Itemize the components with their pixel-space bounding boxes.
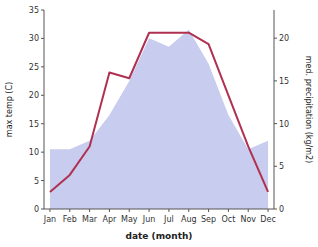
- y-tick: [41, 10, 44, 11]
- x-tick-label: Feb: [63, 215, 77, 224]
- y-tick: [41, 209, 44, 210]
- x-tick: [248, 209, 249, 212]
- y2-tick-label: 20: [279, 34, 289, 43]
- y-tick: [41, 95, 44, 96]
- y-tick: [41, 38, 44, 39]
- x-tick: [129, 209, 130, 212]
- y-tick-label: 35: [29, 6, 39, 15]
- x-tick-label: Jan: [43, 215, 56, 224]
- y-axis-label: max temp (C): [5, 82, 14, 137]
- y-tick: [41, 66, 44, 67]
- y-axis-line: [44, 10, 45, 209]
- temperature-line: [50, 33, 268, 192]
- y-tick-label: 10: [29, 148, 39, 157]
- precipitation-area: [50, 30, 268, 209]
- x-tick-label: Nov: [240, 215, 256, 224]
- y2-tick-label: 10: [279, 120, 289, 129]
- x-tick: [49, 209, 50, 212]
- x-tick: [69, 209, 70, 212]
- y-tick-label: 15: [29, 120, 39, 129]
- x-tick-label: Oct: [221, 215, 235, 224]
- x-tick: [268, 209, 269, 212]
- y2-tick: [274, 123, 277, 124]
- y-tick-label: 0: [34, 205, 39, 214]
- y2-tick: [274, 80, 277, 81]
- x-tick-label: Sep: [201, 215, 216, 224]
- x-axis-line: [44, 209, 274, 210]
- chart-container: Jan Feb Mar AprMay Jun Jul Aug Sep Oct Nov Dec 0 5 10…: [0, 0, 318, 247]
- y2-tick: [274, 38, 277, 39]
- y2-axis-label: med. precipitation (kg/m2): [304, 56, 313, 163]
- x-tick: [208, 209, 209, 212]
- x-tick-label: Apr: [103, 215, 118, 224]
- y2-axis-line: [274, 10, 275, 209]
- x-tick-label: Mar: [82, 215, 98, 224]
- x-tick-label: Dec: [260, 215, 275, 224]
- y-tick-label: 20: [29, 91, 39, 100]
- page: {"chart_data": {"type": "line", "categor…: [0, 0, 318, 247]
- x-tick: [188, 209, 189, 212]
- x-tick-label: Jul: [163, 215, 174, 224]
- y2-tick: [274, 209, 277, 210]
- y2-tick-label: 15: [279, 77, 289, 86]
- x-tick: [109, 209, 110, 212]
- y-tick-label: 25: [29, 63, 39, 72]
- x-tick: [168, 209, 169, 212]
- y-tick: [41, 152, 44, 153]
- x-tick: [89, 209, 90, 212]
- y2-tick: [274, 166, 277, 167]
- x-tick: [228, 209, 229, 212]
- y-tick-label: 30: [29, 34, 39, 43]
- x-tick-label: Aug: [181, 215, 197, 224]
- plot-area: [50, 30, 268, 209]
- y-tick-label: 5: [34, 177, 39, 186]
- x-axis-label: date (month): [126, 231, 193, 241]
- y-tick: [41, 123, 44, 124]
- y2-tick-label: 0: [279, 205, 284, 214]
- chart: Jan Feb Mar AprMay Jun Jul Aug Sep Oct Nov Dec 0 5 10…: [0, 0, 318, 247]
- y-tick: [41, 180, 44, 181]
- y2-tick-label: 5: [279, 162, 284, 171]
- x-tick: [149, 209, 150, 212]
- x-tick-label: Jun: [142, 215, 156, 224]
- x-tick-label: May: [121, 215, 138, 224]
